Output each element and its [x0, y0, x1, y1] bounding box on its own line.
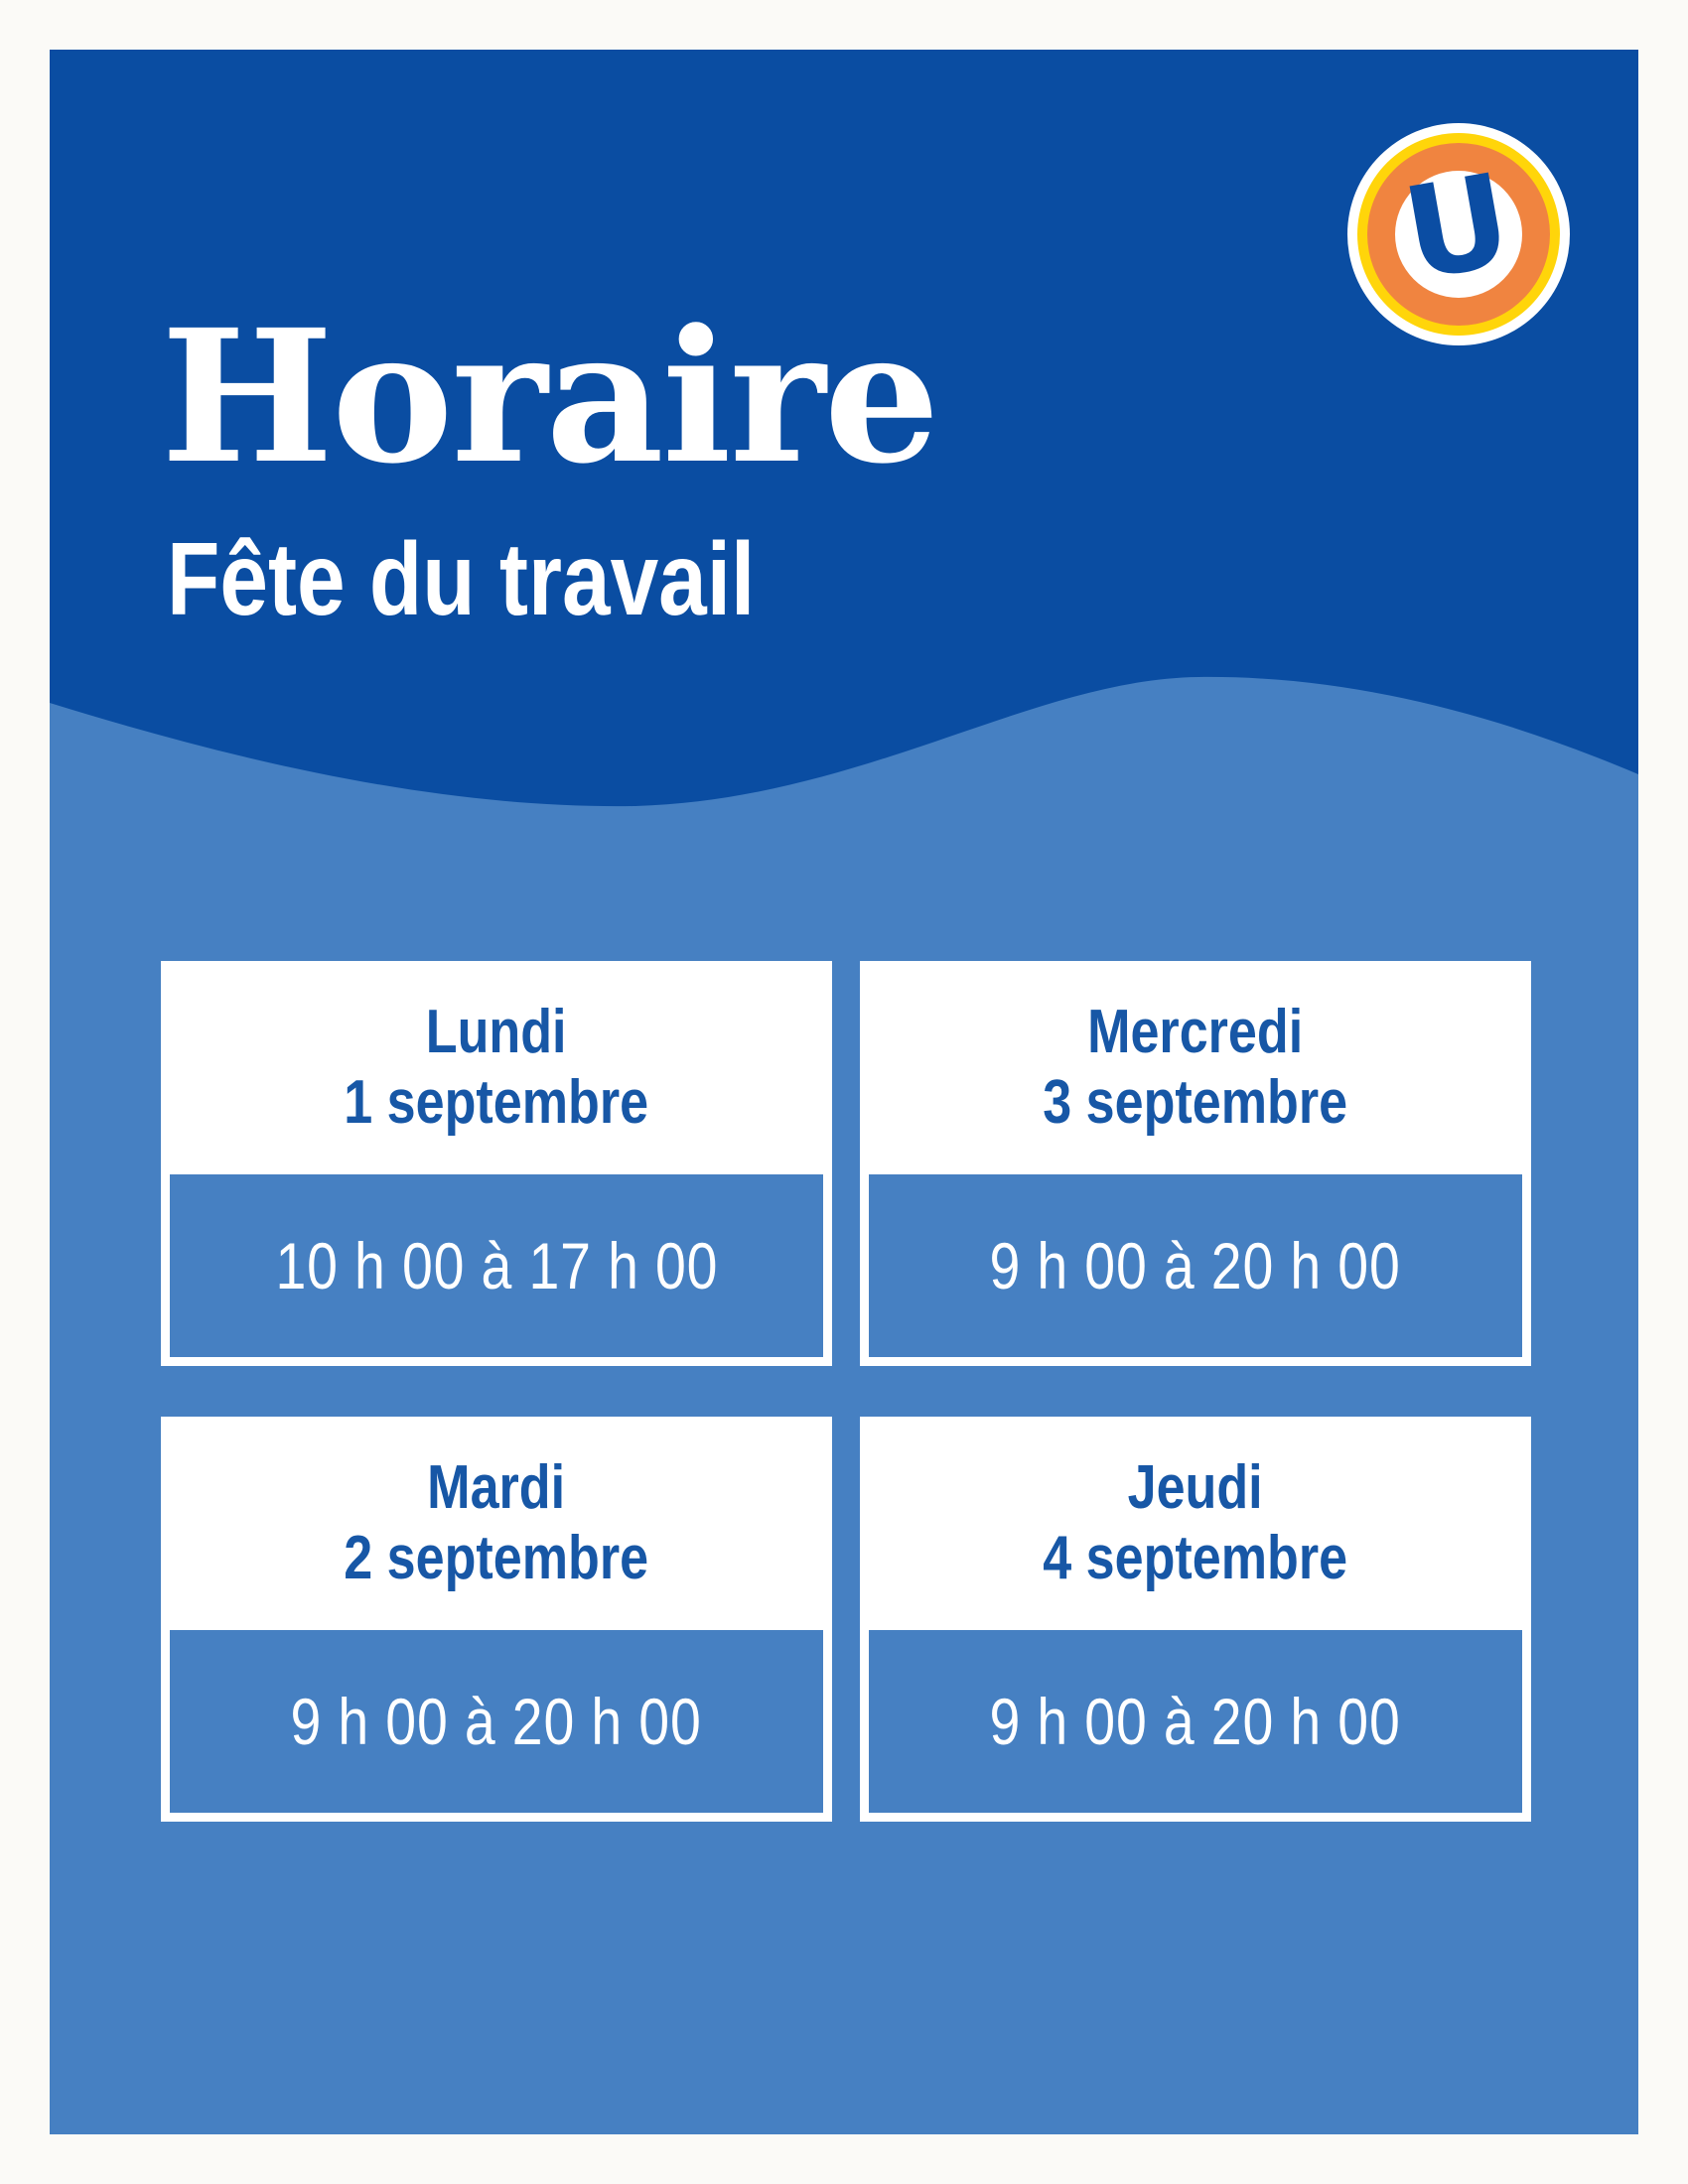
day-label: Mercredi	[1087, 997, 1304, 1066]
logo-inner-disc: U	[1394, 146, 1522, 310]
card-hours-section: 9 h 00 à 20 h 00	[170, 1630, 823, 1813]
card-hours-section: 9 h 00 à 20 h 00	[869, 1174, 1522, 1357]
header-background	[50, 50, 1638, 597]
wave-divider	[50, 596, 1638, 807]
schedule-card-jeudi: Jeudi 4 septembre 9 h 00 à 20 h 00	[860, 1417, 1531, 1822]
logo-orange-ring: U	[1367, 143, 1550, 326]
date-label: 2 septembre	[344, 1523, 649, 1592]
card-day-section: Lundi 1 septembre	[161, 961, 832, 1174]
card-hours-section: 10 h 00 à 17 h 00	[170, 1174, 823, 1357]
day-label: Lundi	[426, 997, 567, 1066]
card-day-date: Lundi 1 septembre	[345, 998, 649, 1138]
card-day-date: Mercredi 3 septembre	[1044, 998, 1348, 1138]
poster-panel: U Horaire Fête du travail Lundi 1 septem…	[50, 50, 1638, 2134]
u-brand-logo: U	[1347, 123, 1570, 345]
card-day-section: Jeudi 4 septembre	[860, 1417, 1531, 1630]
schedule-card-mardi: Mardi 2 septembre 9 h 00 à 20 h 00	[161, 1417, 832, 1822]
day-label: Mardi	[427, 1452, 566, 1522]
schedule-card-mercredi: Mercredi 3 septembre 9 h 00 à 20 h 00	[860, 961, 1531, 1366]
day-label: Jeudi	[1127, 1452, 1264, 1522]
date-label: 1 septembre	[344, 1067, 649, 1137]
page-subtitle: Fête du travail	[167, 522, 756, 637]
page-title: Horaire	[161, 290, 940, 504]
date-label: 3 septembre	[1043, 1067, 1348, 1137]
hours-label: 9 h 00 à 20 h 00	[989, 1229, 1402, 1302]
hours-label: 9 h 00 à 20 h 00	[989, 1685, 1402, 1758]
hours-label: 9 h 00 à 20 h 00	[290, 1685, 703, 1758]
card-day-section: Mercredi 3 septembre	[860, 961, 1531, 1174]
card-day-date: Mardi 2 septembre	[345, 1453, 649, 1593]
hours-label: 10 h 00 à 17 h 00	[275, 1229, 718, 1302]
date-label: 4 septembre	[1043, 1523, 1348, 1592]
card-hours-section: 9 h 00 à 20 h 00	[869, 1630, 1522, 1813]
schedule-grid: Lundi 1 septembre 10 h 00 à 17 h 00 Merc…	[161, 961, 1531, 1822]
logo-u-icon: U	[1393, 146, 1521, 310]
card-day-date: Jeudi 4 septembre	[1044, 1453, 1348, 1593]
card-day-section: Mardi 2 septembre	[161, 1417, 832, 1630]
logo-yellow-ring: U	[1357, 133, 1560, 336]
schedule-card-lundi: Lundi 1 septembre 10 h 00 à 17 h 00	[161, 961, 832, 1366]
